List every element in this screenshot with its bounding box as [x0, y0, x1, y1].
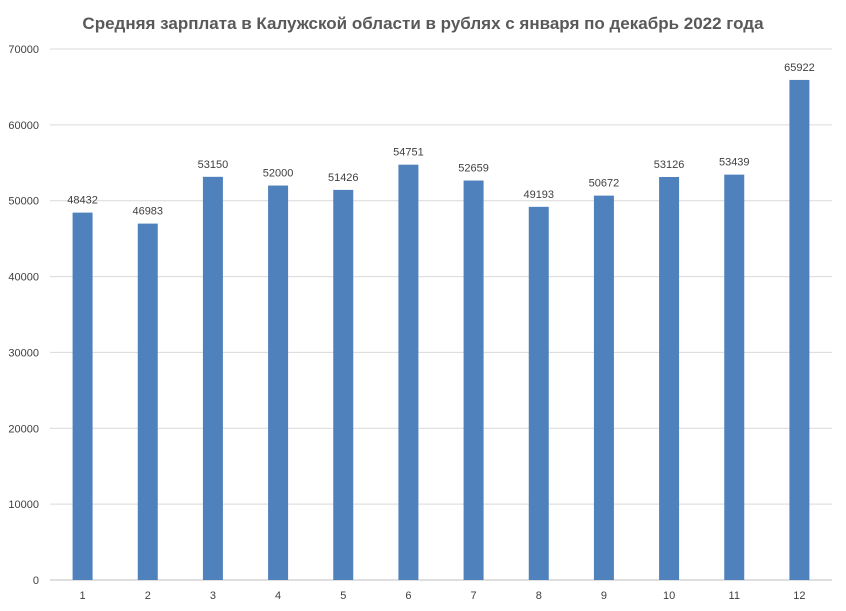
bars [72, 79, 810, 581]
bar-4 [268, 185, 289, 581]
data-label-6: 54751 [393, 147, 424, 159]
y-tick-label: 40000 [8, 272, 39, 284]
data-label-7: 52659 [458, 163, 489, 175]
bar-11 [724, 174, 745, 580]
data-labels: 48432 46983 53150 52000 51426 54751 52659 49193… [67, 62, 814, 218]
bar-3 [202, 176, 223, 581]
y-tick-label: 60000 [8, 120, 39, 132]
bar-1 [72, 212, 93, 580]
bar-10 [659, 177, 680, 580]
y-tick-label: 10000 [8, 499, 39, 511]
data-label-3: 53150 [198, 159, 229, 171]
y-tick-label: 50000 [8, 196, 39, 208]
y-tick-label: 30000 [8, 347, 39, 359]
x-tick-label: 8 [536, 590, 542, 602]
x-tick-label: 5 [340, 590, 346, 602]
x-tick-label: 4 [275, 590, 281, 602]
bar-8 [528, 206, 549, 581]
data-label-1: 48432 [67, 195, 98, 207]
chart-title: Средняя зарплата в Калужской области в р… [82, 14, 764, 33]
x-tick-label: 6 [405, 590, 411, 602]
data-label-10: 53126 [654, 159, 685, 171]
x-axis: 1 2 3 4 5 6 7 8 9 10 11 12 [80, 590, 806, 602]
y-tick-label: 70000 [8, 44, 39, 56]
data-label-2: 46983 [132, 206, 163, 218]
x-tick-label: 3 [210, 590, 216, 602]
x-tick-label: 7 [471, 590, 477, 602]
y-tick-label: 20000 [8, 423, 39, 435]
bar-2 [137, 223, 158, 580]
bar-12 [789, 79, 810, 580]
bar-9 [593, 195, 614, 580]
data-label-5: 51426 [328, 172, 359, 184]
data-label-4: 52000 [263, 168, 294, 180]
bar-5 [333, 189, 354, 580]
data-label-8: 49193 [523, 189, 554, 201]
x-tick-label: 10 [663, 590, 675, 602]
x-tick-label: 12 [793, 590, 805, 602]
y-tick-label: 0 [33, 575, 39, 587]
gridlines [50, 48, 832, 581]
bar-6 [398, 164, 419, 580]
x-tick-label: 11 [729, 590, 740, 602]
data-label-11: 53439 [719, 157, 750, 169]
x-tick-label: 1 [80, 590, 86, 602]
x-tick-label: 9 [601, 590, 607, 602]
y-axis: 0 10000 20000 30000 40000 50000 60000 70000 [8, 44, 39, 587]
bar-7 [463, 180, 484, 580]
x-tick-label: 2 [145, 590, 151, 602]
data-label-12: 65922 [784, 62, 815, 74]
data-label-9: 50672 [589, 178, 620, 190]
